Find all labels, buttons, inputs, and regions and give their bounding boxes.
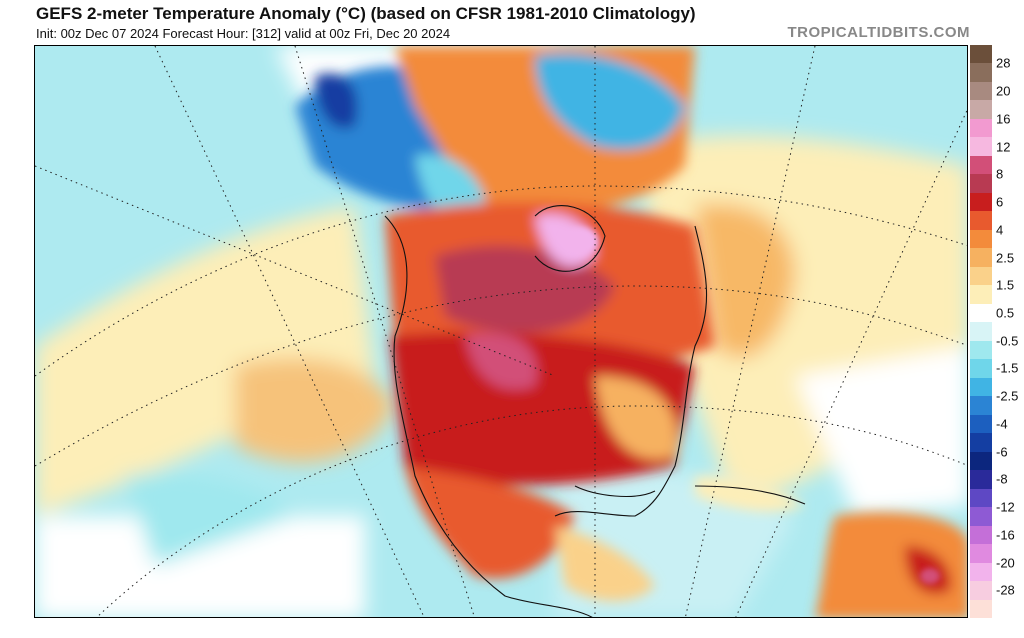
- legend-label: 28: [996, 55, 1011, 71]
- init-forecast-info: Init: 00z Dec 07 2024 Forecast Hour: [31…: [36, 26, 451, 41]
- legend-swatch: [970, 100, 992, 120]
- contiguous-us: [390, 332, 695, 485]
- legend-swatch: [970, 377, 992, 397]
- legend-swatch: [970, 396, 992, 416]
- legend-swatch: [970, 507, 992, 527]
- central-america: [555, 526, 655, 601]
- legend-swatch: [970, 433, 992, 453]
- legend-swatch: [970, 192, 992, 212]
- legend-label: 6: [996, 194, 1004, 210]
- site-brand: TROPICALTIDBITS.COM: [787, 24, 970, 41]
- legend-swatch: [970, 359, 992, 379]
- legend-label: 20: [996, 83, 1011, 99]
- legend-swatch: [970, 599, 992, 619]
- legend-label: -12: [996, 499, 1015, 515]
- legend-label: 1.5: [996, 277, 1015, 293]
- caribbean: [695, 476, 805, 512]
- legend-swatch: [970, 562, 992, 582]
- legend-swatch: [970, 451, 992, 471]
- legend-swatch: [970, 544, 992, 564]
- legend-label: 12: [996, 139, 1011, 155]
- graticule: [35, 46, 967, 617]
- legend-swatch: [970, 581, 992, 600]
- legend-label: -8: [996, 471, 1008, 487]
- legend-swatch: [970, 285, 992, 305]
- legend-swatch: [970, 229, 992, 249]
- canadian-prairies: [435, 246, 615, 333]
- anomaly-map[interactable]: [34, 45, 968, 618]
- legend-swatch: [970, 470, 992, 490]
- coastlines: [384, 205, 806, 617]
- legend-label: -6: [996, 444, 1008, 460]
- legend-swatch: [970, 303, 992, 323]
- mexico: [405, 466, 575, 579]
- legend-label: 2.5: [996, 250, 1015, 266]
- legend-label: 0.5: [996, 305, 1015, 321]
- legend-swatch: [970, 488, 992, 508]
- legend-swatch: [970, 211, 992, 231]
- legend-swatch: [970, 322, 992, 342]
- legend-swatch: [970, 155, 992, 175]
- legend-label: 4: [996, 222, 1004, 238]
- legend-label: -1.5: [996, 360, 1019, 376]
- map-title: GEFS 2-meter Temperature Anomaly (°C) (b…: [36, 4, 696, 23]
- legend-swatch: [970, 63, 992, 83]
- legend-swatch: [970, 137, 992, 157]
- legend-label: 16: [996, 111, 1011, 127]
- legend-label: -0.5: [996, 333, 1019, 349]
- legend-swatch: [970, 414, 992, 434]
- legend-label: -28: [996, 582, 1015, 598]
- legend-swatch: [970, 266, 992, 286]
- legend-swatch: [970, 174, 992, 194]
- legend-swatch: [970, 81, 992, 101]
- legend-swatch: [970, 525, 992, 545]
- legend-swatch: [970, 248, 992, 268]
- legend-swatch: [970, 340, 992, 360]
- legend-label: -4: [996, 416, 1008, 432]
- greenland: [535, 53, 685, 150]
- color-legend: 28 20 16 12 8 6 4 2.5 1.5 0.5 -0.5 -1.5 -2.5 -4 -6 -8 -1…: [970, 45, 1024, 619]
- legend-label: 8: [996, 166, 1004, 182]
- legend-label: -20: [996, 555, 1015, 571]
- legend-swatch: [970, 45, 992, 64]
- legend-label: -2.5: [996, 388, 1019, 404]
- subtropical-pacific: [35, 206, 375, 516]
- legend-swatch: [970, 118, 992, 138]
- legend-label: -16: [996, 527, 1015, 543]
- map-canvas: [35, 46, 967, 617]
